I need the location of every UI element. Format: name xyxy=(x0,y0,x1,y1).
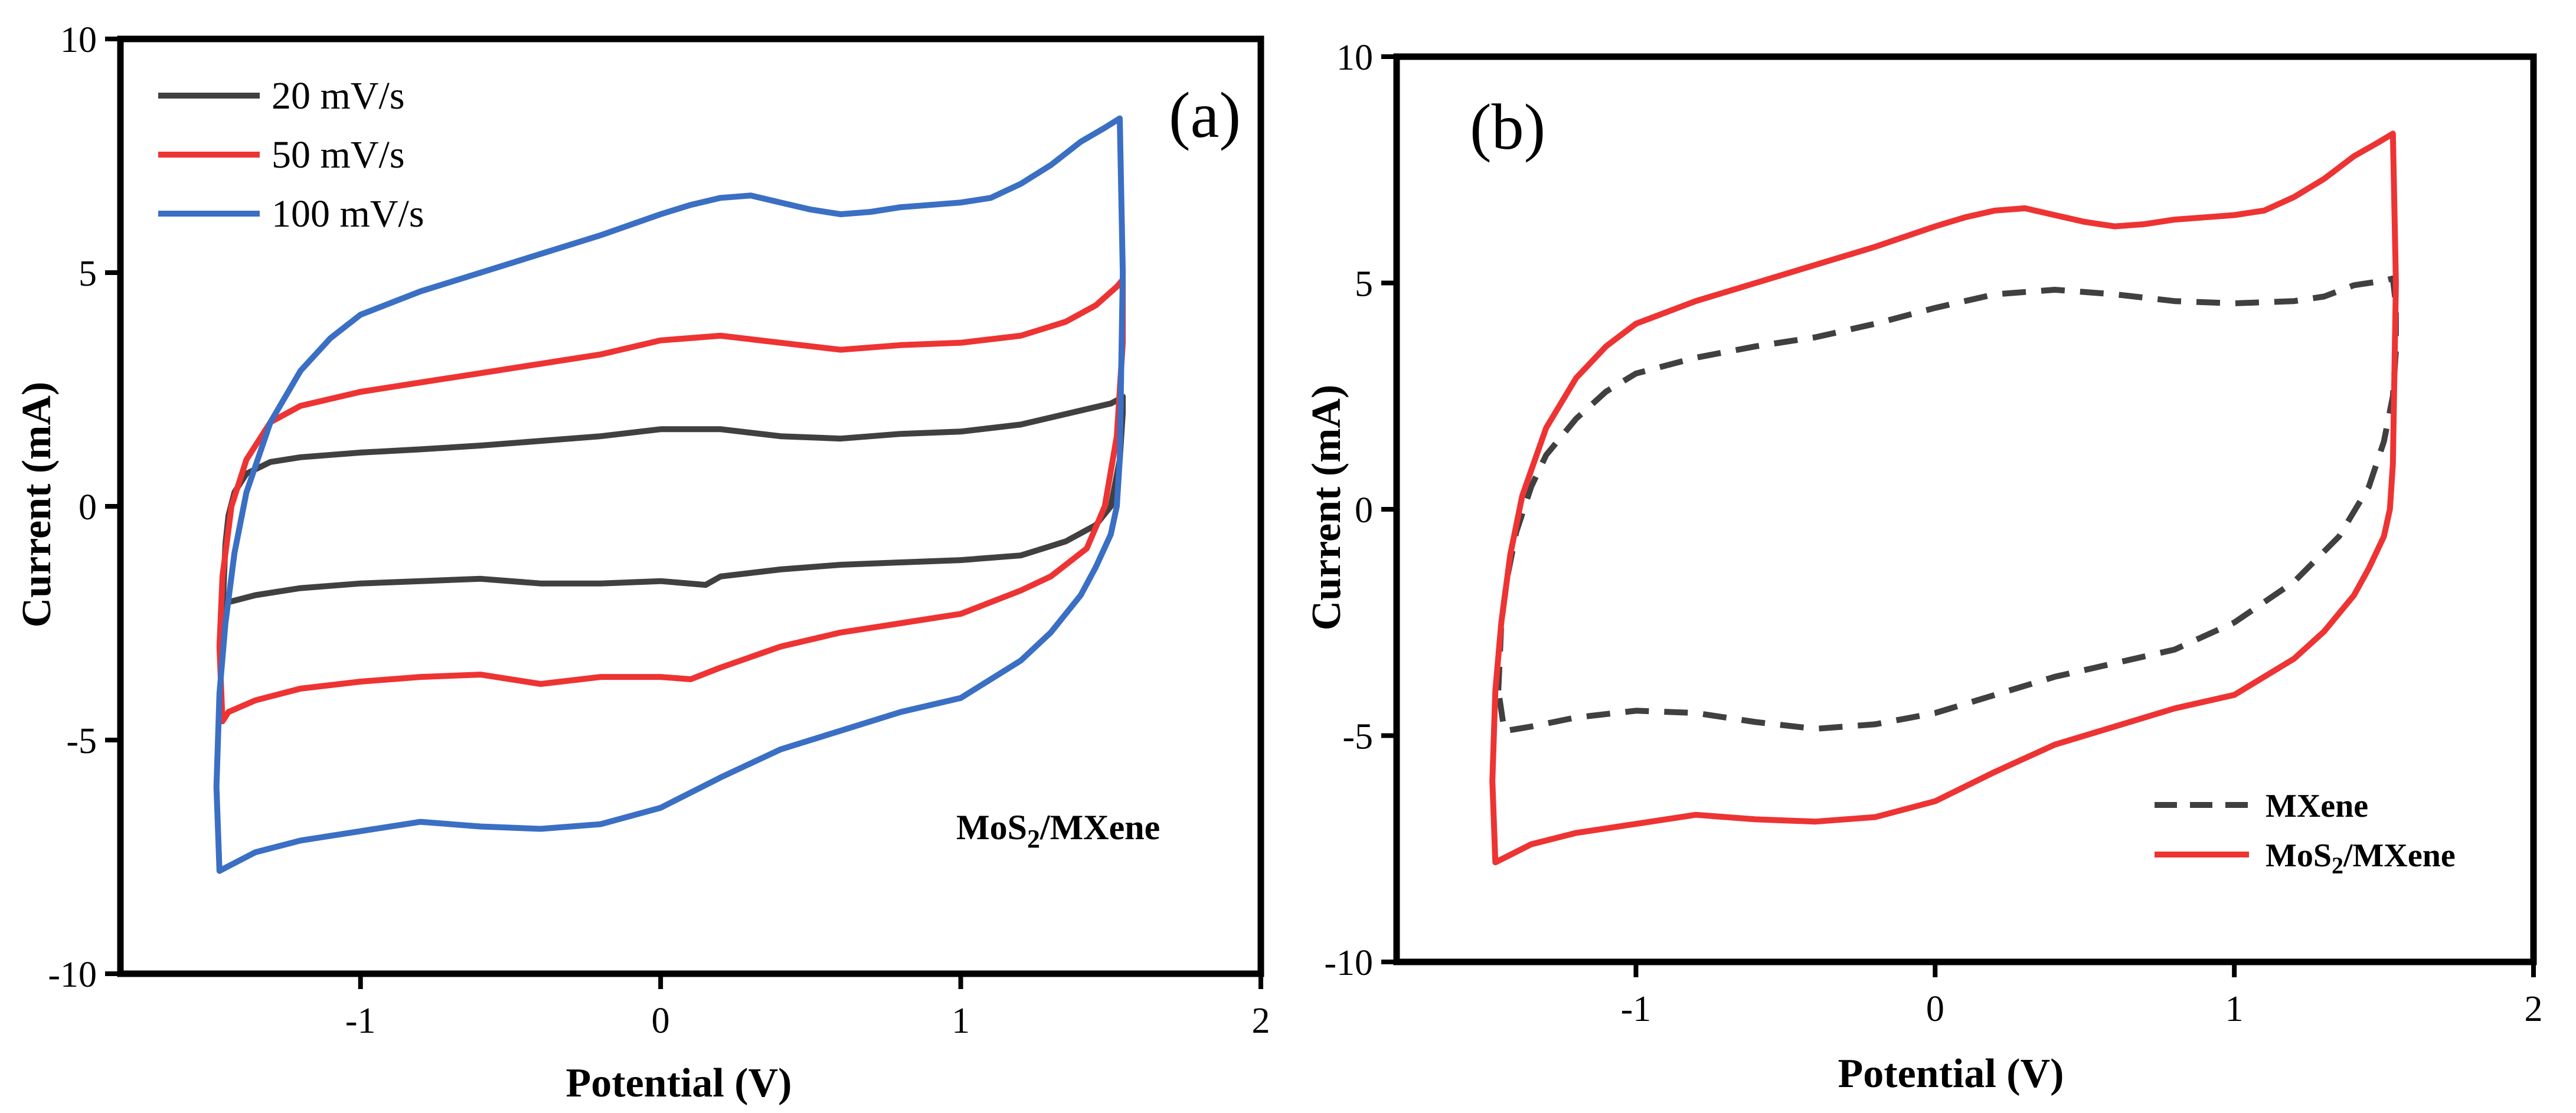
x-tick-label: 2 xyxy=(1252,1001,1270,1041)
panel-a-series xyxy=(213,115,1126,874)
panel-a-legend: 20 mV/s 50 mV/s 100 mV/s xyxy=(158,74,424,235)
x-tick-label: -1 xyxy=(345,1001,376,1041)
panel-a-letter: (a) xyxy=(1169,79,1241,151)
panel-b-frame xyxy=(1393,53,2537,965)
x-tick-label: 1 xyxy=(2225,989,2244,1029)
y-tick-label: 0 xyxy=(79,487,97,528)
y-tick-label: 10 xyxy=(60,20,97,60)
x-tick-label: 1 xyxy=(952,1001,970,1041)
y-tick-label: -5 xyxy=(66,721,97,761)
legend-label-20mv: 20 mV/s xyxy=(272,74,405,117)
x-tick-label: 0 xyxy=(652,1001,670,1041)
y-tick-label: 5 xyxy=(1355,264,1373,305)
y-tick-label: 5 xyxy=(79,254,97,294)
series-line-mxene xyxy=(1495,275,2399,734)
panel-b-series xyxy=(1489,130,2399,866)
y-tick-label: 0 xyxy=(1355,490,1373,531)
y-tick-label: 10 xyxy=(1336,38,1373,78)
y-tick-label: -10 xyxy=(1324,943,1373,983)
panel-b-letter: (b) xyxy=(1470,91,1545,163)
x-tick-label: -1 xyxy=(1621,989,1652,1029)
y-tick-label: -10 xyxy=(48,955,97,995)
legend-label-mxene: MXene xyxy=(2266,788,2368,824)
legend-label-100mv: 100 mV/s xyxy=(272,192,424,235)
series-line-100-mv-s xyxy=(213,115,1126,874)
panel-b-xlabel: Potential (V) xyxy=(1838,1051,2064,1096)
panel-b-ylabel: Current (mA) xyxy=(1304,385,1349,631)
x-tick-label: 0 xyxy=(1926,989,1944,1029)
legend-label-50mv: 50 mV/s xyxy=(272,133,405,176)
panel-b-legend: MXene MoS2/MXene xyxy=(2155,788,2456,879)
y-tick-label: -5 xyxy=(1342,717,1373,757)
panel-a-material-label: MoS2/MXene xyxy=(956,808,1160,853)
series-line-20-mv-s xyxy=(219,393,1126,617)
x-tick-label: 2 xyxy=(2525,989,2543,1029)
series-line-mos2-mxene xyxy=(1489,130,2399,866)
series-line-50-mv-s xyxy=(216,276,1126,725)
panel-a: (a) Potential (V) Current (mA) -1 0 1 2-10-… xyxy=(14,20,1270,1106)
panel-a-frame xyxy=(117,35,1264,977)
legend-label-mos2-mxene: MoS2/MXene xyxy=(2266,837,2456,879)
panel-a-xlabel: Potential (V) xyxy=(566,1060,792,1106)
panel-b: (b) Potential (V) Current (mA) -1 0 1 2-10-… xyxy=(1304,38,2543,1096)
panel-a-ylabel: Current (mA) xyxy=(14,382,60,628)
